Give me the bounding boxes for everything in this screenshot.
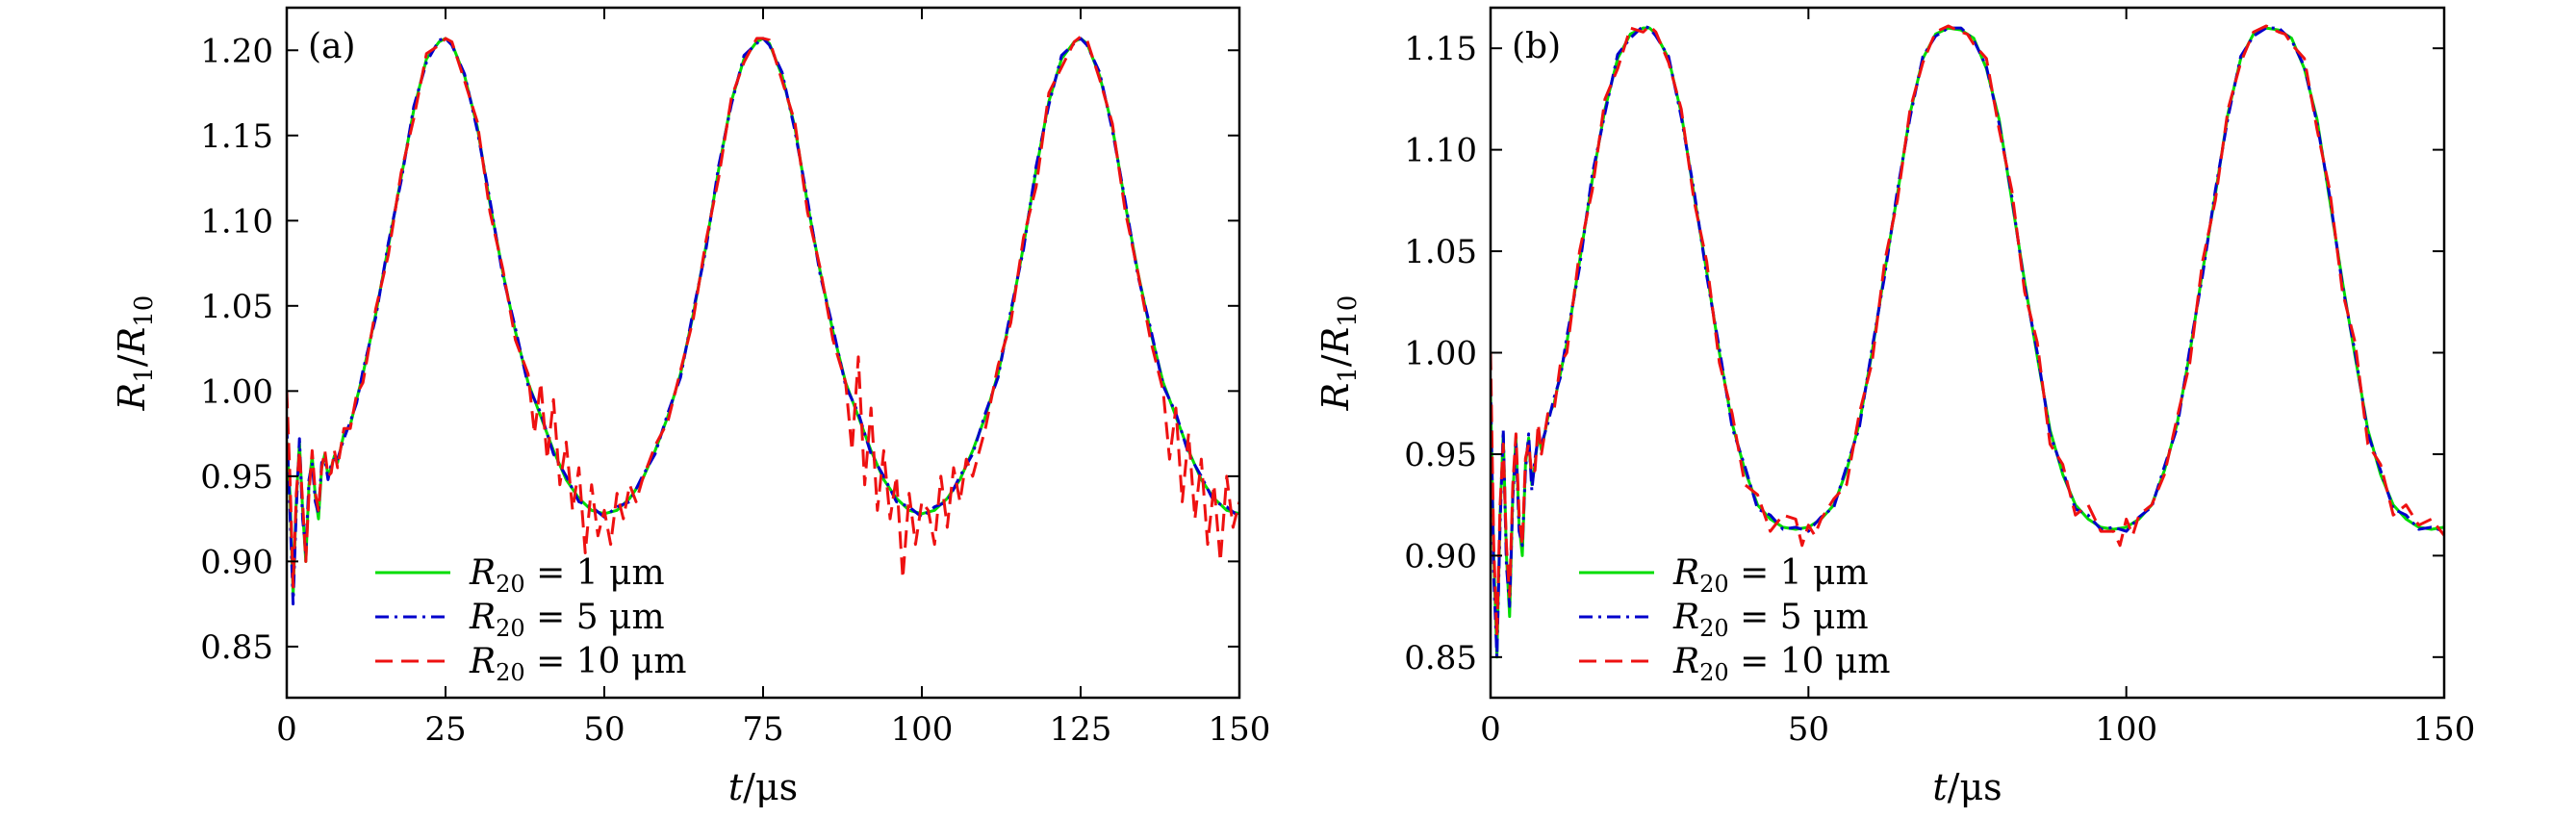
legend-label-0: R20 = 1 μm: [1672, 553, 1869, 598]
x-tick-label: 75: [742, 710, 783, 749]
y-tick-label: 0.85: [200, 628, 273, 667]
y-axis-label-den-sub: 10: [1334, 295, 1363, 327]
y-tick-label: 1.05: [1404, 233, 1477, 271]
legend-label-rest: = 5 μm: [1729, 598, 1869, 637]
y-tick-label: 1.00: [1404, 335, 1477, 373]
y-tick-label: 1.15: [1404, 30, 1477, 68]
y-tick-label: 1.20: [200, 32, 273, 70]
x-tick-label: 150: [1209, 710, 1271, 749]
series-group: [1491, 24, 2444, 659]
y-axis-label-slash: /: [111, 354, 153, 367]
legend-label-var: R: [469, 598, 496, 637]
series-line-0: [1491, 26, 2444, 659]
plot-frame: [1489, 6, 2446, 700]
x-tick-label: 100: [891, 710, 954, 749]
legend-label-sub: 20: [1699, 571, 1729, 598]
y-axis-label-num-sub: 1: [1334, 367, 1363, 383]
y-tick-label: 1.10: [1404, 132, 1477, 170]
x-tick-label: 0: [1480, 710, 1501, 749]
y-axis-label-num: R: [111, 383, 153, 412]
legend-label-var: R: [469, 553, 496, 593]
legend-label-1: R20 = 5 μm: [469, 598, 665, 642]
x-axis-label-unit: /μs: [743, 766, 798, 808]
legend-label-1: R20 = 5 μm: [1672, 598, 1869, 642]
y-tick-label: 0.90: [1404, 537, 1477, 575]
legend-label-sub: 20: [496, 571, 525, 598]
legend-label-rest: = 1 μm: [1729, 553, 1869, 593]
legend-label-0: R20 = 1 μm: [469, 553, 665, 598]
legend-label-var: R: [469, 642, 496, 681]
x-axis-label-unit: /μs: [1948, 766, 2002, 808]
y-tick-label: 1.10: [200, 202, 273, 241]
legend-label-2: R20 = 10 μm: [1672, 642, 1891, 686]
legend-label-sub: 20: [1699, 615, 1729, 642]
x-axis-label: t/μs: [728, 766, 798, 808]
y-tick-label: 1.05: [200, 288, 273, 326]
y-axis-label: R1/R10: [1314, 295, 1363, 412]
panel-a: 0 25 50 75 100 125 150 0.85 0.90 0.95 1.00 1.05 1.10…: [111, 6, 1271, 808]
y-axis-label-slash: /: [1314, 354, 1357, 367]
legend-label-rest: = 1 μm: [525, 553, 665, 593]
y-axis-label: R1/R10: [111, 295, 159, 412]
y-axis-label-den-sub: 10: [130, 295, 159, 327]
y-tick-label: 0.90: [200, 543, 273, 581]
legend-label-var: R: [1672, 642, 1699, 681]
y-axis-label-num-sub: 1: [130, 367, 159, 383]
series-group: [287, 35, 1239, 606]
x-axis-label: t/μs: [1932, 766, 2002, 808]
series-line-2: [1491, 24, 2444, 639]
x-tick-label: 100: [2095, 710, 2157, 749]
y-tick-label: 1.00: [200, 372, 273, 411]
y-axis-label-den: R: [1314, 327, 1357, 356]
x-tick-label: 50: [583, 710, 625, 749]
legend-label-sub: 20: [1699, 659, 1729, 686]
panel-label: (a): [308, 27, 356, 66]
y-tick-label: 1.15: [200, 117, 273, 156]
legend-label-sub: 20: [496, 659, 525, 686]
legend-label-rest: = 10 μm: [525, 642, 687, 681]
series-line-1: [1491, 24, 2444, 659]
x-tick-label: 50: [1788, 710, 1829, 749]
legend-label-sub: 20: [496, 615, 525, 642]
panel-label: (b): [1512, 27, 1561, 66]
legend-label-var: R: [1672, 553, 1699, 593]
y-tick-label: 0.95: [1404, 436, 1477, 474]
y-axis-label-den: R: [111, 327, 153, 356]
y-tick-label: 0.85: [1404, 639, 1477, 677]
series-line-1: [287, 37, 1239, 606]
plot-frame: [285, 6, 1241, 700]
legend-label-2: R20 = 10 μm: [469, 642, 687, 686]
legend-label-rest: = 5 μm: [525, 598, 665, 637]
legend-label-var: R: [1672, 598, 1699, 637]
x-axis-label-var: t: [1932, 766, 1948, 808]
x-tick-label: 150: [2413, 710, 2476, 749]
y-tick-label: 0.95: [200, 458, 273, 497]
x-tick-label: 0: [276, 710, 297, 749]
series-line-0: [287, 37, 1239, 598]
panel-b: 0 50 100 150 0.85 0.90 0.95 1.00 1.05 1.10 1.15 (b)…: [1314, 6, 2476, 808]
x-tick-label: 25: [424, 710, 466, 749]
series-line-2: [287, 35, 1239, 589]
x-tick-label: 125: [1050, 710, 1112, 749]
x-axis-label-var: t: [728, 766, 744, 808]
legend-label-rest: = 10 μm: [1729, 642, 1891, 681]
y-axis-label-num: R: [1314, 383, 1357, 412]
